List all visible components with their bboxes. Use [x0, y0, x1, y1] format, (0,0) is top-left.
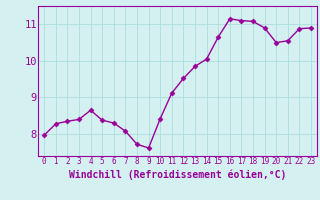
X-axis label: Windchill (Refroidissement éolien,°C): Windchill (Refroidissement éolien,°C) — [69, 169, 286, 180]
